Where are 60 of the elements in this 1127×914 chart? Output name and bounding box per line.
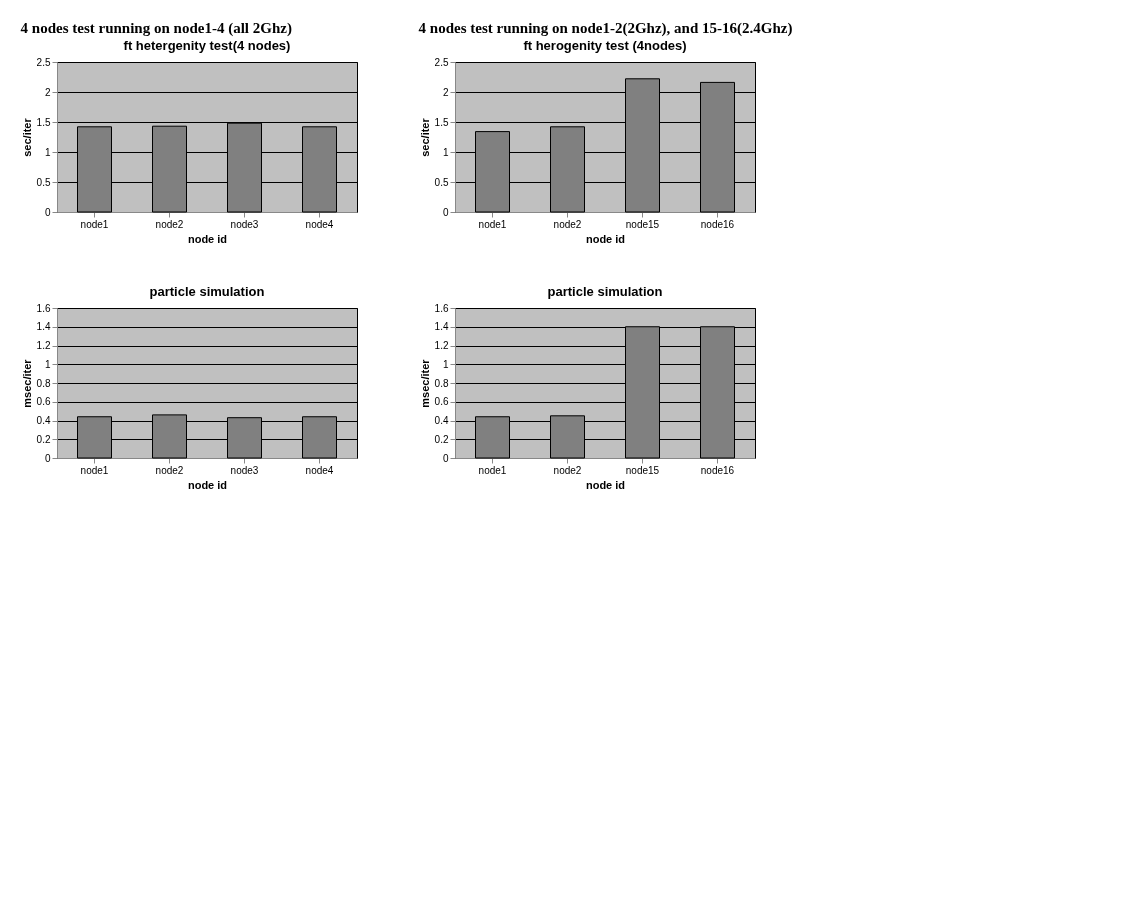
x-tick-label: node2 [553, 218, 582, 230]
chart-title: particle simulation [547, 284, 663, 299]
x-tick-label: node16 [700, 218, 735, 230]
x-axis-title: node id [187, 232, 228, 245]
y-tick-label: 0 [44, 452, 51, 464]
x-tick-label: node4 [305, 464, 334, 476]
y-tick-label: 2 [442, 86, 449, 98]
y-tick-label: 1.6 [434, 302, 449, 314]
chart-title: ft hetergenity test(4 nodes) [123, 38, 291, 53]
y-axis-title: msec/iter [418, 358, 431, 408]
x-axis-title: node id [187, 478, 228, 491]
chart-title: particle simulation [149, 284, 265, 299]
y-axis-title: sec/iter [20, 117, 33, 157]
x-tick-label: node1 [80, 464, 109, 476]
y-tick-label: 1 [44, 358, 51, 370]
x-tick-label: node3 [230, 464, 259, 476]
x-tick-label: node1 [478, 218, 507, 230]
x-axis-title: node id [585, 232, 626, 245]
y-tick-label: 1.4 [36, 321, 51, 333]
y-axis-title: sec/iter [418, 117, 431, 157]
x-tick-label: node4 [305, 218, 334, 230]
y-tick-label: 1 [442, 146, 449, 158]
x-tick-label: node2 [553, 464, 582, 476]
y-tick-label: 0.5 [434, 176, 449, 188]
chart-title: ft herogenity test (4nodes) [523, 38, 687, 53]
y-tick-label: 1 [44, 146, 51, 158]
x-tick-label: node1 [80, 218, 109, 230]
y-tick-label: 1.5 [36, 116, 51, 128]
y-tick-label: 0.5 [36, 176, 51, 188]
text: 4 nodes test running on node1-4 (all 2Ghz) [20, 19, 292, 37]
y-tick-label: 1.6 [36, 302, 51, 314]
x-axis-title: node id [585, 478, 626, 491]
y-tick-label: 0.2 [434, 433, 449, 445]
y-tick-label: 1.2 [36, 340, 51, 351]
x-tick-label: node3 [230, 218, 259, 230]
y-tick-label: 0.8 [36, 377, 51, 389]
y-tick-label: 2.5 [36, 56, 51, 68]
x-tick-label: node2 [155, 218, 184, 230]
y-tick-label: 2 [44, 86, 51, 98]
y-tick-label: 0.6 [434, 396, 449, 408]
x-tick-label: node1 [478, 464, 507, 476]
x-tick-label: node16 [700, 464, 735, 476]
y-tick-label: 0.8 [434, 377, 449, 389]
y-tick-label: 1 [442, 358, 449, 370]
y-tick-label: 0.4 [36, 415, 51, 426]
y-tick-label: 0 [442, 206, 449, 218]
y-tick-label: 0.6 [36, 396, 51, 408]
y-tick-label: 0.2 [36, 433, 51, 445]
text: 4 nodes test running on node1-2(2Ghz), and 15-16(2.4Ghz) [418, 19, 793, 37]
y-tick-label: 1.2 [434, 340, 449, 351]
y-tick-label: 1.4 [434, 321, 449, 333]
x-tick-label: node15 [625, 218, 660, 230]
y-tick-label: 2.5 [434, 56, 449, 68]
x-tick-label: node15 [625, 464, 660, 476]
y-tick-label: 0.4 [434, 415, 449, 426]
y-tick-label: 0 [442, 452, 449, 464]
y-axis-title: msec/iter [20, 358, 33, 408]
x-tick-label: node2 [155, 464, 184, 476]
y-tick-label: 1.5 [434, 116, 449, 128]
y-tick-label: 0 [44, 206, 51, 218]
